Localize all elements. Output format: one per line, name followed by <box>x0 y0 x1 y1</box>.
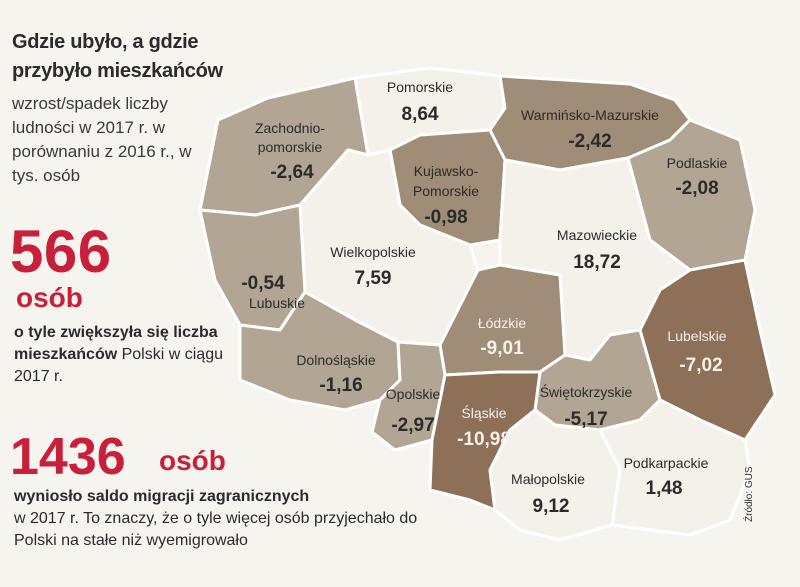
headline: Gdzie ubyło, a gdzie przybyło mieszkańcó… <box>12 31 223 82</box>
label-lubelskie-name: Lubelskie <box>667 328 726 344</box>
label-lubelskie-value: -7,02 <box>679 355 722 376</box>
stat1-text-bold: o tyle zwiększyła się liczba mieszkańców <box>14 324 218 363</box>
region-opolskie <box>370 340 447 452</box>
label-kujawsko-pomorskie-name-1: Kujawsko- <box>414 163 479 179</box>
label-malopolskie-value: 9,12 <box>533 496 570 517</box>
label-podlaskie-name: Podlaskie <box>667 155 728 171</box>
stat1-text-rest: Polski w ciągu 2017 r. <box>14 346 223 385</box>
label-swietokrzyskie-name: Świętokrzyskie <box>540 383 633 400</box>
stat2-description: wyniosło saldo migracji zagranicznych w … <box>14 486 434 552</box>
region-labels: Pomorskie 8,64 Warmińsko-Mazurskie -2,42… <box>241 79 727 517</box>
label-slaskie-name: Śląskie <box>461 404 506 421</box>
subtitle: wzrost/spadek liczby ludności w 2017 r. … <box>12 94 192 185</box>
label-wielkopolskie-name: Wielkopolskie <box>330 244 416 260</box>
label-slaskie-value: -10,98 <box>457 429 511 450</box>
label-kujawsko-pomorskie-name-2: Pomorskie <box>413 183 479 199</box>
stat2-value: 1436 <box>10 428 126 486</box>
label-mazowieckie-value: 18,72 <box>573 252 621 273</box>
label-pomorskie-value: 8,64 <box>402 104 439 125</box>
source-note: Źródło: GUS <box>744 466 755 522</box>
stat2-text-bold: wyniosło saldo migracji zagranicznych <box>14 488 310 505</box>
stat1-value: 566 <box>10 218 112 285</box>
label-wielkopolskie-value: 7,59 <box>355 268 392 289</box>
label-pomorskie-name: Pomorskie <box>387 79 453 95</box>
label-podkarpackie-value: 1,48 <box>646 478 683 499</box>
label-zachodniopomorskie-name-1: Zachodnio- <box>255 120 325 136</box>
label-swietokrzyskie-value: -5,17 <box>564 409 607 430</box>
stat2-text-rest: w 2017 r. To znaczy, że o tyle więcej os… <box>14 510 418 549</box>
label-podkarpackie-name: Podkarpackie <box>624 455 709 471</box>
label-lubuskie-name: Lubuskie <box>249 295 305 311</box>
label-lodzkie-name: Łódzkie <box>478 315 526 331</box>
label-lubuskie-value: -0,54 <box>241 273 285 294</box>
label-dolnoslaskie-value: -1,16 <box>319 375 362 396</box>
label-opolskie-name: Opolskie <box>386 386 441 402</box>
label-zachodniopomorskie-value: -2,64 <box>270 162 314 183</box>
label-warminsko-mazurskie-name: Warmińsko-Mazurskie <box>521 107 659 123</box>
region-podkarpackie <box>598 398 752 537</box>
region-lubuskie <box>198 203 307 332</box>
label-dolnoslaskie-name: Dolnośląskie <box>296 352 376 368</box>
label-zachodniopomorskie-name-2: pomorskie <box>258 139 323 155</box>
label-warminsko-mazurskie-value: -2,42 <box>568 131 611 152</box>
label-kujawsko-pomorskie-value: -0,98 <box>424 207 467 228</box>
label-lodzkie-value: -9,01 <box>480 338 524 359</box>
label-opolskie-value: -2,97 <box>391 415 434 436</box>
stat2-unit: osób <box>159 445 226 476</box>
stat1-description: o tyle zwiększyła się liczba mieszkańców… <box>14 322 234 388</box>
label-podlaskie-value: -2,08 <box>675 178 718 199</box>
label-mazowieckie-name: Mazowieckie <box>557 227 637 243</box>
stat1-unit: osób <box>16 282 83 313</box>
label-malopolskie-name: Małopolskie <box>511 471 585 487</box>
